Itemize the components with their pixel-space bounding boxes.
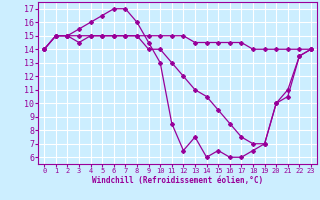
X-axis label: Windchill (Refroidissement éolien,°C): Windchill (Refroidissement éolien,°C) [92, 176, 263, 185]
